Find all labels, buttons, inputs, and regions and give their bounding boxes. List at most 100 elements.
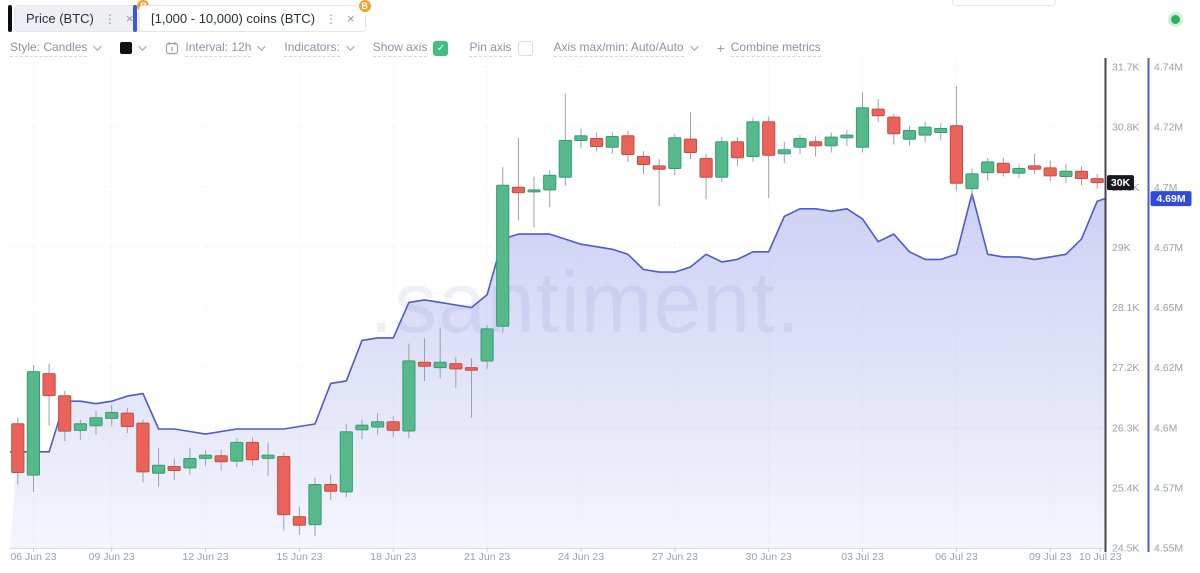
candle [871, 108, 885, 117]
price-candles-series [11, 85, 1104, 536]
combine-metrics-button[interactable]: + Combine metrics [717, 40, 821, 57]
svg-text:06 Jul 23: 06 Jul 23 [935, 551, 978, 563]
close-icon[interactable]: × [125, 11, 134, 26]
candle [918, 126, 932, 136]
chevron-down-icon [138, 42, 148, 51]
candle [183, 458, 197, 469]
candle [574, 135, 588, 142]
price-axis-labels: 31.7K30.8K29.9K29K28.1K27.2K26.3K25.4K24… [1112, 62, 1139, 555]
metric-chip-label: [1,000 - 10,000) coins (BTC) [151, 11, 316, 26]
candle [1012, 168, 1026, 174]
svg-text:25.4K: 25.4K [1112, 482, 1139, 494]
candle [1028, 165, 1042, 170]
candle [402, 360, 416, 432]
combine-metrics-label: Combine metrics [730, 40, 821, 57]
svg-text:27 Jun 23: 27 Jun 23 [652, 551, 698, 563]
svg-text:21 Jun 23: 21 Jun 23 [464, 551, 510, 563]
candle [824, 136, 838, 147]
pin-axis-checkbox[interactable] [517, 40, 533, 56]
candle [934, 128, 948, 133]
candle [42, 373, 56, 397]
svg-text:29K: 29K [1112, 242, 1131, 254]
candle [809, 141, 823, 147]
candle [902, 130, 916, 140]
indicators-dropdown[interactable]: Indicators: [284, 40, 355, 57]
pin-axis-label: Pin axis [469, 40, 512, 57]
candle [308, 484, 322, 526]
close-icon[interactable]: × [347, 11, 355, 26]
show-axis-checkbox[interactable]: ✓ [433, 40, 449, 56]
metric-chip-body: Price (BTC) ⋮ × B [14, 0, 152, 32]
svg-text:03 Jul 23: 03 Jul 23 [841, 551, 884, 563]
candle [981, 161, 995, 174]
axis-maxmin-dropdown[interactable]: Axis max/min: Auto/Auto [553, 40, 699, 57]
candle [89, 417, 103, 427]
clipped-popover-fragment [952, 0, 1056, 6]
chevron-down-icon [257, 42, 267, 51]
candle [1074, 170, 1089, 179]
status-dot [1171, 15, 1180, 24]
calendar-icon [166, 42, 179, 55]
svg-text:4.55M: 4.55M [1154, 543, 1183, 555]
candle [605, 136, 619, 148]
candle [543, 174, 557, 191]
candle [261, 454, 275, 459]
candle [230, 441, 244, 462]
candle [715, 141, 729, 178]
pin-axis-toggle[interactable]: Pin axis [469, 40, 533, 57]
price-last-value-badge: 30K [1107, 175, 1134, 191]
candle [590, 138, 604, 147]
candle [214, 455, 228, 463]
candle [120, 412, 134, 428]
svg-text:4.6M: 4.6M [1154, 422, 1177, 434]
candle [777, 149, 791, 155]
metric-axis-labels: 4.74M 4.72M 4.7M 4.67M 4.65M 4.62M 4.6M 4.57M 4.… [1154, 62, 1183, 555]
candle [1059, 170, 1073, 177]
metric-chip-coins[interactable]: [1,000 - 10,000) coins (BTC) ⋮ × B [133, 0, 373, 32]
svg-text:09 Jun 23: 09 Jun 23 [89, 551, 135, 563]
axis-maxmin-label: Axis max/min: Auto/Auto [553, 40, 684, 57]
metric-chip-body: [1,000 - 10,000) coins (BTC) ⋮ × B [139, 0, 373, 32]
candle [699, 158, 713, 178]
candle [1090, 178, 1104, 184]
candle [11, 423, 25, 474]
candle [746, 121, 760, 158]
svg-text:06 Jun 23: 06 Jun 23 [10, 551, 56, 563]
svg-text:12 Jun 23: 12 Jun 23 [182, 551, 228, 563]
chevron-down-icon [93, 42, 103, 51]
show-axis-toggle[interactable]: Show axis ✓ [372, 40, 449, 57]
series-color-swatch [120, 42, 133, 54]
svg-text:28.1K: 28.1K [1112, 302, 1139, 314]
candle [464, 367, 478, 371]
color-swatch-dropdown[interactable] [120, 42, 148, 54]
svg-text:30K: 30K [1111, 177, 1131, 189]
interval-dropdown[interactable]: Interval: 12h [165, 40, 267, 57]
svg-text:26.3K: 26.3K [1112, 422, 1139, 434]
candle [558, 140, 572, 178]
candle [480, 328, 494, 362]
style-dropdown[interactable]: Style: Candles [10, 40, 103, 57]
kebab-menu-icon[interactable]: ⋮ [103, 11, 116, 26]
candle [136, 422, 150, 473]
candle [417, 361, 432, 367]
candle [621, 135, 635, 156]
candle [793, 138, 807, 148]
style-dropdown-label: Style: Candles [10, 40, 88, 57]
candle [855, 107, 870, 148]
metric-color-bar [8, 5, 12, 32]
svg-text:31.7K: 31.7K [1112, 62, 1139, 74]
candle [652, 165, 666, 170]
svg-text:18 Jun 23: 18 Jun 23 [370, 551, 416, 563]
svg-text:24.5K: 24.5K [1112, 543, 1139, 555]
candle [683, 138, 697, 154]
chevron-down-icon [689, 42, 699, 51]
candle [949, 125, 963, 184]
metric-chip-price[interactable]: Price (BTC) ⋮ × B [8, 0, 152, 32]
candle [324, 484, 338, 492]
kebab-menu-icon[interactable]: ⋮ [325, 11, 338, 26]
svg-text:30 Jun 23: 30 Jun 23 [746, 551, 792, 563]
candle [152, 464, 166, 474]
svg-text:10 Jul 23: 10 Jul 23 [1079, 551, 1122, 563]
